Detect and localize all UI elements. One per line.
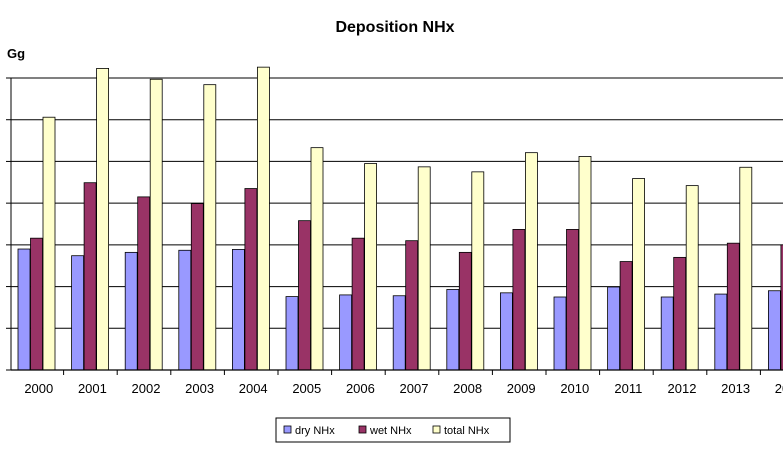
x-tick-label: 2011 bbox=[614, 381, 642, 396]
bar-wet-nhx bbox=[190, 203, 204, 371]
x-tick-label: 2001 bbox=[78, 381, 107, 396]
bar-wet-nhx bbox=[619, 261, 633, 371]
bar-wet-nhx bbox=[30, 237, 43, 371]
x-tick-label: 2005 bbox=[292, 381, 321, 396]
bar-total-nhx bbox=[578, 156, 592, 371]
bar-total-nhx bbox=[417, 166, 431, 371]
bar-dry-nhx bbox=[17, 248, 31, 371]
legend-label: wet NHx bbox=[369, 425, 412, 437]
bar-dry-nhx bbox=[714, 293, 728, 371]
x-tick-label: 2008 bbox=[453, 381, 482, 396]
y-axis-unit-label: Gg bbox=[7, 46, 25, 61]
bar-wet-nhx bbox=[83, 182, 97, 371]
x-tick-label: 2003 bbox=[185, 381, 214, 396]
bar-total-nhx bbox=[149, 78, 163, 371]
bar-total-nhx bbox=[685, 185, 699, 371]
x-tick-labels: 2000 2001 2002 2003 2004 2005 2006 2007 2008 2009… bbox=[24, 381, 783, 396]
bar-total-nhx bbox=[42, 116, 56, 371]
bar-dry-nhx bbox=[339, 294, 353, 371]
bar-total-nhx bbox=[256, 66, 270, 371]
x-tick-label: 2007 bbox=[400, 381, 429, 396]
bar-wet-nhx bbox=[726, 242, 740, 371]
bar-total-nhx bbox=[632, 178, 645, 371]
bar-wet-nhx bbox=[566, 229, 579, 371]
legend-label: total NHx bbox=[444, 425, 490, 437]
x-tick-label: 2006 bbox=[346, 381, 375, 396]
x-tick-label: 2012 bbox=[668, 381, 697, 396]
x-tick-label: 2004 bbox=[239, 381, 268, 396]
x-tick-label: 2000 bbox=[24, 381, 53, 396]
bar-wet-nhx bbox=[780, 244, 783, 371]
axes bbox=[6, 77, 783, 375]
x-tick-label: 2002 bbox=[132, 381, 161, 396]
bar-total-nhx bbox=[96, 68, 109, 371]
bar-wet-nhx bbox=[405, 240, 419, 371]
bar-total-nhx bbox=[203, 84, 217, 371]
bar-dry-nhx bbox=[392, 295, 406, 371]
bars bbox=[17, 66, 783, 371]
bar-total-nhx bbox=[364, 163, 378, 371]
bar-dry-nhx bbox=[285, 296, 299, 371]
bar-wet-nhx bbox=[244, 188, 258, 371]
legend-box bbox=[275, 417, 511, 443]
legend-label: dry NHx bbox=[295, 425, 335, 437]
bar-dry-nhx bbox=[768, 290, 781, 371]
bar-dry-nhx bbox=[71, 255, 84, 371]
x-tick-label: 2013 bbox=[721, 381, 750, 396]
bar-total-nhx bbox=[310, 147, 324, 371]
legend-swatch bbox=[283, 425, 292, 434]
bar-wet-nhx bbox=[458, 251, 472, 371]
bar-dry-nhx bbox=[446, 289, 460, 371]
legend-items: dry NHx wet NHx total NHx bbox=[283, 425, 490, 437]
legend-swatch bbox=[432, 425, 441, 434]
bar-total-nhx bbox=[471, 171, 485, 371]
bar-dry-nhx bbox=[660, 296, 674, 371]
x-tick-label: 2014 bbox=[775, 381, 783, 396]
bar-total-nhx bbox=[739, 166, 753, 371]
bar-dry-nhx bbox=[607, 286, 620, 371]
legend-swatch bbox=[358, 425, 367, 434]
bar-dry-nhx bbox=[231, 249, 245, 371]
bar-total-nhx bbox=[525, 152, 538, 371]
bar-wet-nhx bbox=[298, 220, 311, 371]
chart-title: Deposition NHx bbox=[335, 19, 454, 36]
bar-wet-nhx bbox=[137, 196, 151, 371]
bar-dry-nhx bbox=[178, 249, 192, 371]
bar-dry-nhx bbox=[124, 251, 138, 371]
bar-dry-nhx bbox=[499, 292, 513, 371]
bar-wet-nhx bbox=[351, 237, 365, 371]
x-tick-label: 2010 bbox=[560, 381, 589, 396]
x-tick-label: 2009 bbox=[507, 381, 536, 396]
legend: dry NHx wet NHx total NHx bbox=[275, 417, 511, 443]
bar-wet-nhx bbox=[673, 256, 687, 371]
bar-wet-nhx bbox=[512, 229, 526, 371]
bar-dry-nhx bbox=[553, 296, 567, 371]
